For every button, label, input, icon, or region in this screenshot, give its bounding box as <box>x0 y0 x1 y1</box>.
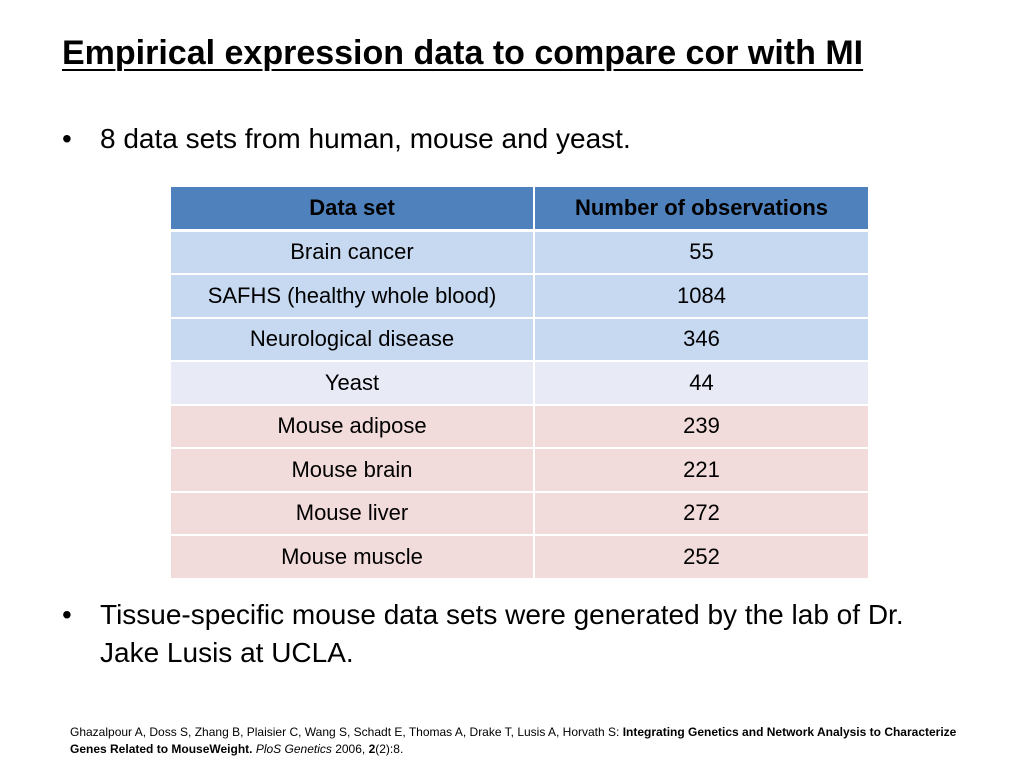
table-row: Mouse adipose 239 <box>171 404 868 449</box>
citation-authors: Ghazalpour A, Doss S, Zhang B, Plaisier … <box>70 725 623 739</box>
table-row: Mouse liver 272 <box>171 491 868 536</box>
observations-cell: 55 <box>534 230 868 275</box>
data-set-cell: Neurological disease <box>171 317 535 362</box>
datasets-table: Data set Number of observations Brain ca… <box>171 187 868 580</box>
data-set-cell: Yeast <box>171 361 535 406</box>
observations-cell: 44 <box>534 361 868 406</box>
citation-issue-pages: (2):8. <box>375 742 404 756</box>
data-set-cell: Mouse brain <box>171 448 535 493</box>
table-row: Yeast 44 <box>171 361 868 406</box>
table-row: SAFHS (healthy whole blood) 1084 <box>171 274 868 319</box>
citation-title: Integrating Genetics and Network Analysi… <box>70 725 957 756</box>
table-row: Neurological disease 346 <box>171 317 868 362</box>
bullet-item: • Tissue-specific mouse data sets were g… <box>62 596 962 672</box>
data-set-cell: Mouse muscle <box>171 535 535 580</box>
observations-cell: 221 <box>534 448 868 493</box>
header-number-of-observations: Number of observations <box>534 187 868 232</box>
bullet-text: 8 data sets from human, mouse and yeast. <box>100 123 631 154</box>
citation-journal: PloS Genetics <box>255 742 332 756</box>
data-set-cell: SAFHS (healthy whole blood) <box>171 274 535 319</box>
data-set-cell: Brain cancer <box>171 230 535 275</box>
data-set-cell: Mouse liver <box>171 491 535 536</box>
observations-cell: 252 <box>534 535 868 580</box>
table-row: Mouse muscle 252 <box>171 535 868 580</box>
bullet-dot-icon: • <box>62 123 72 154</box>
observations-cell: 239 <box>534 404 868 449</box>
bullet-item: • 8 data sets from human, mouse and yeas… <box>62 120 631 158</box>
bullet-dot-icon: • <box>62 599 72 630</box>
observations-cell: 1084 <box>534 274 868 319</box>
slide-title: Empirical expression data to compare cor… <box>62 34 864 72</box>
data-set-cell: Mouse adipose <box>171 404 535 449</box>
citation: Ghazalpour A, Doss S, Zhang B, Plaisier … <box>70 724 970 758</box>
citation-volume: 2 <box>368 742 376 756</box>
header-data-set: Data set <box>171 187 535 232</box>
observations-cell: 272 <box>534 491 868 536</box>
table-header-row: Data set Number of observations <box>171 187 868 232</box>
observations-cell: 346 <box>534 317 868 362</box>
table-row: Mouse brain 221 <box>171 448 868 493</box>
citation-year: 2006, <box>331 742 369 756</box>
table-row: Brain cancer 55 <box>171 230 868 275</box>
bullet-text: Tissue-specific mouse data sets were gen… <box>100 599 904 668</box>
